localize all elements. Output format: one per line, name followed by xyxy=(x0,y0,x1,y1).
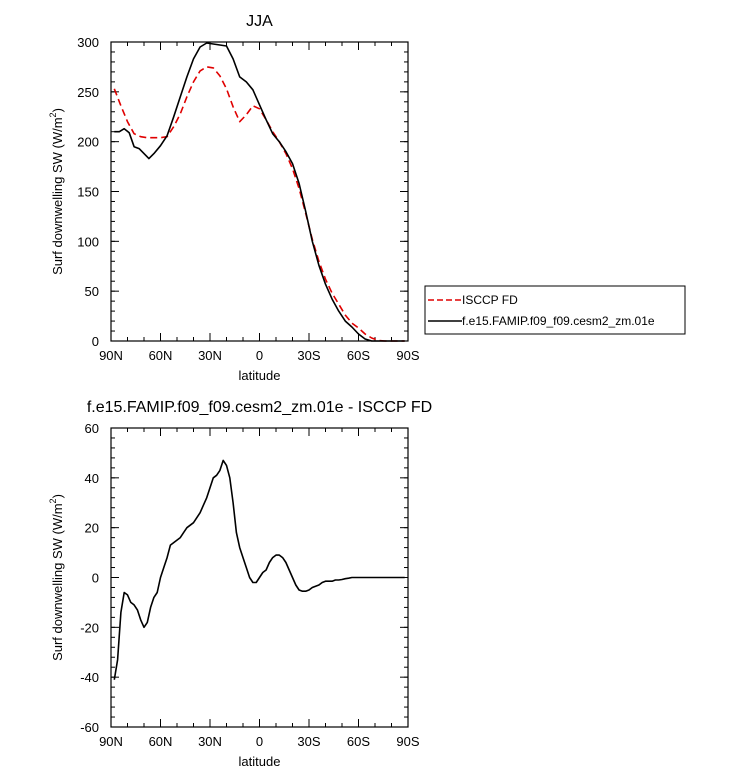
x-tick-label: 60N xyxy=(149,348,173,363)
x-tick-label: 90N xyxy=(99,734,123,749)
y-tick-label: -40 xyxy=(80,670,99,685)
y-tick-label: 250 xyxy=(77,85,99,100)
x-tick-label: 30N xyxy=(198,348,222,363)
y-axis-label-text: Surf downwelling SW (W/m xyxy=(50,117,65,274)
x-tick-label: 30N xyxy=(198,734,222,749)
y-tick-label: -60 xyxy=(80,720,99,735)
y-tick-label: -20 xyxy=(80,620,99,635)
y-axis-label-text: Surf downwelling SW (W/m xyxy=(50,503,65,660)
legend-box xyxy=(424,285,686,335)
y-tick-label: 200 xyxy=(77,135,99,150)
y-tick-label: 100 xyxy=(77,234,99,249)
x-axis-label: latitude xyxy=(239,368,281,383)
series-line-0 xyxy=(113,459,405,680)
chart-legend: ISCCP FD f.e15.FAMIP.f09_f09.cesm2_zm.01e xyxy=(424,285,686,335)
y-tick-label: 0 xyxy=(92,334,99,349)
x-tick-label: 60S xyxy=(347,734,370,749)
top-chart: JJA 90N 60N 30N 0 30S 60S 90S 0 50 100 150 200 250 300… xyxy=(48,13,420,383)
y-axis-label: Surf downwelling SW (W/m2) xyxy=(48,108,65,275)
x-tick-label: 90N xyxy=(99,348,123,363)
x-tick-label: 60S xyxy=(347,348,370,363)
chart-title: JJA xyxy=(246,13,273,30)
y-axis-label-superscript: 2 xyxy=(48,498,58,503)
y-tick-label: 60 xyxy=(85,421,99,436)
series-line-1 xyxy=(114,42,405,342)
x-tick-label: 60N xyxy=(149,734,173,749)
legend-label-0: ISCCP FD xyxy=(462,293,518,307)
y-tick-label: 300 xyxy=(77,35,99,50)
x-tick-label: 0 xyxy=(256,734,263,749)
chart-title: f.e15.FAMIP.f09_f09.cesm2_zm.01e - ISCCP… xyxy=(87,399,432,416)
y-axis-label: Surf downwelling SW (W/m2) xyxy=(48,494,65,661)
y-axis-label-close: ) xyxy=(50,108,65,112)
x-tick-label: 30S xyxy=(297,348,320,363)
series-line-0 xyxy=(113,66,405,342)
y-axis-label-close: ) xyxy=(50,494,65,498)
y-tick-label: 150 xyxy=(77,185,99,200)
x-tick-label: 30S xyxy=(297,734,320,749)
y-axis-label-superscript: 2 xyxy=(48,112,58,117)
y-tick-label: 0 xyxy=(92,571,99,586)
y-tick-label: 50 xyxy=(85,284,99,299)
legend-label-1: f.e15.FAMIP.f09_f09.cesm2_zm.01e xyxy=(462,314,655,328)
x-axis-label: latitude xyxy=(239,754,281,769)
x-tick-label: 90S xyxy=(396,734,419,749)
y-tick-label: 40 xyxy=(85,471,99,486)
bottom-chart: f.e15.FAMIP.f09_f09.cesm2_zm.01e - ISCCP… xyxy=(48,399,432,769)
plot-frame xyxy=(110,41,409,342)
x-tick-label: 0 xyxy=(256,348,263,363)
x-tick-label: 90S xyxy=(396,348,419,363)
y-tick-label: 20 xyxy=(85,521,99,536)
plot-frame xyxy=(110,427,409,728)
